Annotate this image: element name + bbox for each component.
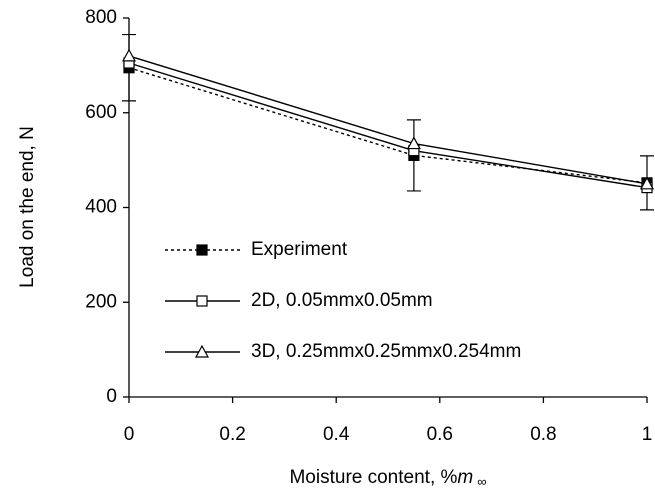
- series-line: [128, 62, 648, 189]
- legend-marker: [194, 344, 210, 358]
- x-axis-title: Moisture content, %m ∞: [289, 467, 486, 489]
- legend-marker: [196, 295, 208, 307]
- x-tick-label: 1: [642, 424, 653, 445]
- y-tick-label: 600: [85, 102, 117, 123]
- x-tick-label: 0.6: [427, 424, 453, 445]
- y-tick-label: 200: [85, 291, 117, 312]
- legend-marker: [196, 244, 208, 256]
- legend-label: Experiment: [251, 239, 348, 260]
- x-tick-label: 0.8: [530, 424, 556, 445]
- series-line: [128, 55, 648, 185]
- x-tick-label: 0.2: [219, 424, 245, 445]
- marker: [639, 176, 655, 190]
- x-axis-title-symbol: m: [457, 467, 473, 488]
- legend-label: 3D, 0.25mmx0.25mmx0.254mm: [251, 341, 521, 362]
- x-axis-title-subscript: ∞: [477, 474, 486, 489]
- marker: [406, 136, 421, 150]
- y-axis-title: Load on the end, N: [17, 126, 38, 288]
- y-tick-label: 0: [106, 386, 117, 407]
- marker: [121, 48, 137, 62]
- series-line: [128, 67, 648, 184]
- x-tick-label: 0.4: [323, 424, 350, 445]
- legend-label: 2D, 0.05mmx0.05mm: [251, 290, 433, 311]
- y-tick-label: 400: [85, 197, 117, 218]
- x-axis-title-text: Moisture content, %: [289, 467, 457, 488]
- x-tick-label: 0: [124, 424, 135, 445]
- y-tick-label: 800: [85, 7, 117, 28]
